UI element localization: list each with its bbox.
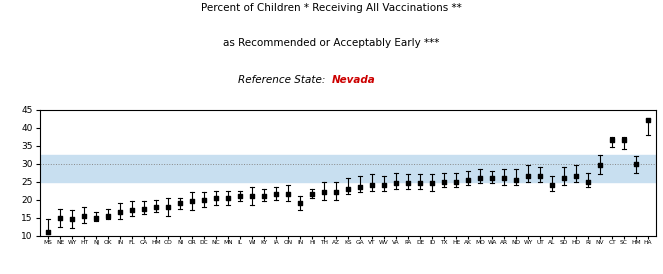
Point <box>439 179 450 184</box>
Point <box>199 198 210 202</box>
Point <box>235 194 245 198</box>
Point <box>67 217 78 222</box>
Point <box>379 183 389 187</box>
Point <box>367 183 377 187</box>
Point <box>43 230 54 234</box>
Point <box>163 205 174 209</box>
Point <box>103 214 113 218</box>
Point <box>499 176 509 180</box>
Point <box>522 174 533 178</box>
Point <box>127 208 137 213</box>
Point <box>475 176 485 180</box>
Point <box>211 196 221 200</box>
Point <box>391 181 401 185</box>
Point <box>427 181 438 185</box>
Point <box>223 196 233 200</box>
Point <box>619 138 629 142</box>
Point <box>595 163 605 168</box>
Point <box>511 178 521 182</box>
Point <box>151 205 162 209</box>
Point <box>343 187 353 191</box>
Bar <box>40 155 656 182</box>
Point <box>415 181 426 185</box>
Point <box>642 118 653 122</box>
Point <box>115 210 125 215</box>
Point <box>607 138 617 142</box>
Text: Nevada: Nevada <box>332 75 375 85</box>
Point <box>91 215 101 220</box>
Text: as Recommended or Acceptably Early ***: as Recommended or Acceptably Early *** <box>223 38 440 48</box>
Point <box>55 215 66 220</box>
Point <box>187 199 198 204</box>
Point <box>259 194 269 198</box>
Text: Percent of Children * Receiving All Vaccinations **: Percent of Children * Receiving All Vacc… <box>201 3 462 13</box>
Point <box>547 183 558 187</box>
Point <box>463 178 473 182</box>
Point <box>583 179 593 184</box>
Point <box>271 192 281 196</box>
Point <box>571 174 581 178</box>
Point <box>295 201 306 206</box>
Point <box>247 194 257 198</box>
Point <box>631 161 641 166</box>
Point <box>175 201 186 206</box>
Point <box>534 174 545 178</box>
Text: Reference State:: Reference State: <box>237 75 332 85</box>
Point <box>559 176 570 180</box>
Point <box>451 179 461 184</box>
Point <box>307 192 318 196</box>
Point <box>79 214 90 218</box>
Point <box>355 185 365 189</box>
Point <box>331 190 341 195</box>
Point <box>283 192 294 196</box>
Point <box>487 176 497 180</box>
Point <box>402 181 413 185</box>
Point <box>139 206 149 211</box>
Point <box>319 190 330 195</box>
